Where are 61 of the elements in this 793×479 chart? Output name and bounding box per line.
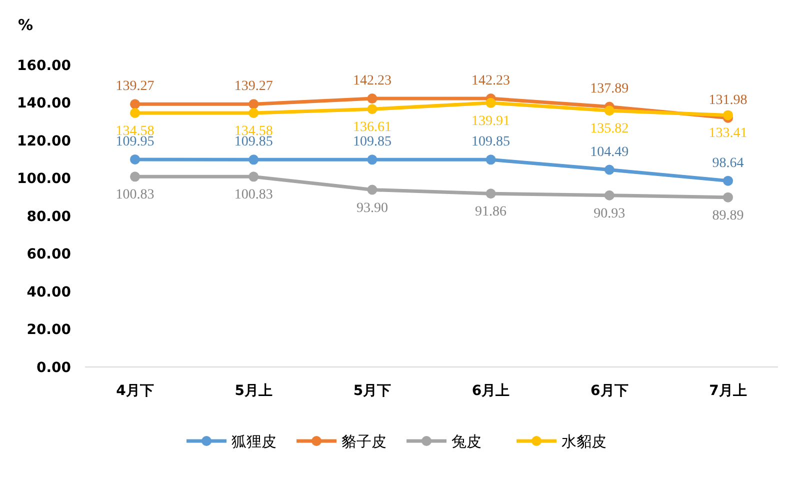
point [486,98,496,108]
x-tick-label: 6月下 [590,383,628,399]
point [486,154,496,165]
data-label: 109.85 [472,134,510,150]
point [723,192,733,202]
point [130,108,140,118]
data-label: 131.98 [708,92,748,108]
data-label: 100.83 [234,188,273,203]
point [248,154,259,165]
data-label: 89.89 [712,208,744,224]
point [604,164,614,175]
data-label: 109.85 [352,134,392,150]
data-label: 104.49 [590,144,629,160]
x-tick-label: 5月下 [353,383,392,399]
point [130,99,140,110]
data-label: 139.91 [472,114,510,129]
y-tick-label: 40.00 [26,284,72,300]
point [367,154,378,165]
data-label: 142.23 [472,74,510,89]
legend-label: 兔皮 [452,432,482,450]
point [486,188,496,199]
legend-label: 貉子皮 [342,432,386,450]
data-label: 90.93 [594,206,626,222]
data-label: 137.89 [590,82,629,97]
point [367,104,378,114]
y-tick-label: 80.00 [26,208,72,225]
y-tick-label: 60.00 [26,246,72,263]
data-label: 139.27 [234,79,273,94]
point [367,94,378,104]
data-label: 142.23 [352,74,392,89]
x-tick-label: 4月下 [116,383,154,399]
x-tick-label: 5月上 [234,383,272,399]
legend-label: 狐狸皮 [232,432,276,450]
y-tick-label: 100.00 [16,171,72,188]
y-tick-label: 20.00 [26,322,72,338]
x-tick-label: 7月上 [709,383,747,399]
point [604,190,614,200]
point [248,108,259,118]
data-label: 136.61 [352,120,392,136]
y-axis-title: % [18,16,34,34]
data-label: 91.86 [475,204,507,220]
point [723,176,733,186]
data-label: 133.41 [708,126,748,142]
point [248,99,259,110]
point [248,172,259,182]
y-tick-label: 140.00 [16,96,72,112]
y-tick-label: 0.00 [36,360,72,376]
point [367,184,378,195]
y-tick-label: 120.00 [16,133,72,150]
point [604,106,614,116]
legend-label: 水貂皮 [562,432,606,450]
data-label: 93.90 [356,200,388,216]
data-label: 100.83 [116,188,154,203]
data-label: 139.27 [116,79,154,94]
point [130,172,140,182]
data-label: 135.82 [590,122,629,137]
data-label: 98.64 [712,156,744,171]
x-tick-label: 6月上 [472,383,510,399]
y-tick-label: 160.00 [16,58,72,74]
point [130,154,140,164]
point [723,110,733,120]
